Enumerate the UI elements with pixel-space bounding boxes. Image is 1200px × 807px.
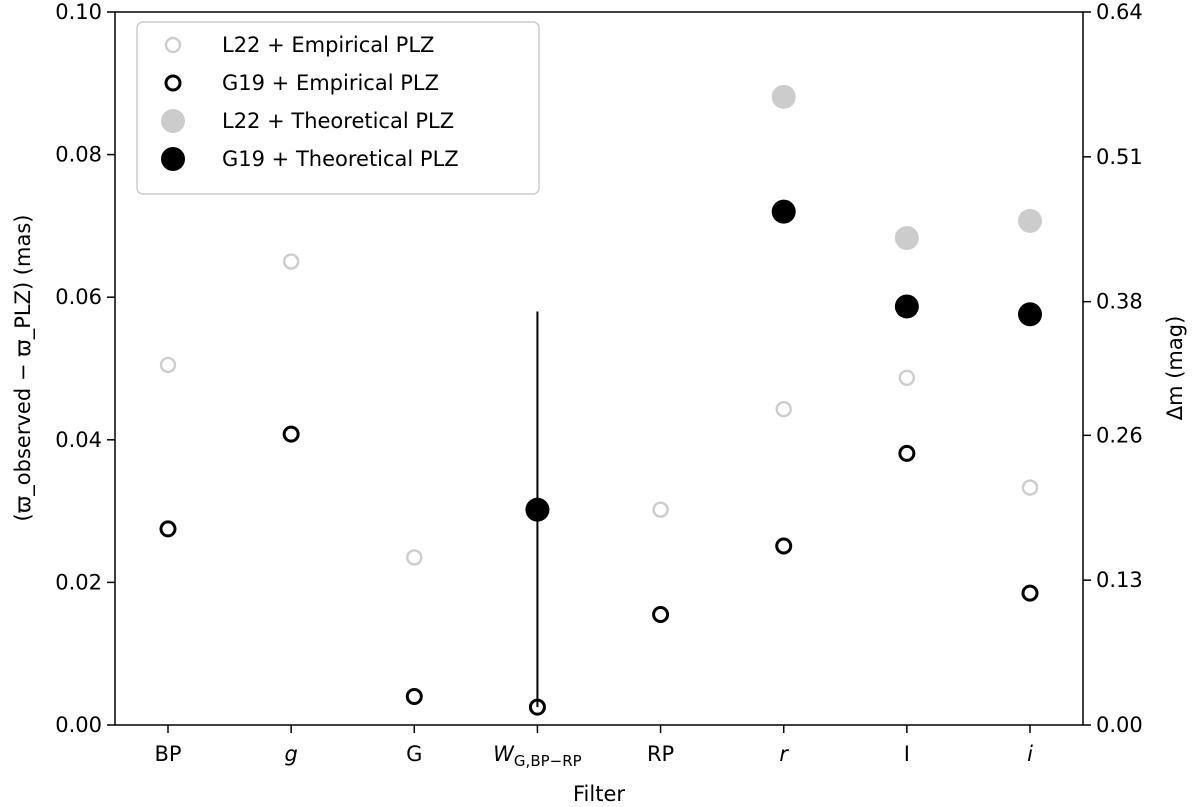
- right-tick-label: 0.51: [1096, 145, 1143, 169]
- data-point: [775, 537, 793, 555]
- legend-marker: [164, 36, 182, 54]
- x-tick-label: BP: [154, 742, 181, 766]
- left-tick-label: 0.00: [55, 713, 102, 737]
- data-point: [525, 497, 550, 522]
- right-tick-label: 0.26: [1096, 423, 1143, 447]
- right-y-axis: 0.00 0.13 0.26 0.38 0.51 0.64: [1083, 0, 1143, 737]
- left-tick-label: 0.02: [55, 570, 102, 594]
- legend-label: G19 + Theoretical PLZ: [222, 147, 459, 171]
- legend-label: L22 + Theoretical PLZ: [222, 109, 454, 133]
- data-point: [898, 369, 916, 386]
- data-point: [894, 294, 919, 319]
- legend-label: G19 + Empirical PLZ: [222, 71, 439, 95]
- x-tick-label: WG,BP−RP: [493, 742, 582, 770]
- x-tick-label: G: [406, 742, 422, 766]
- data-point: [406, 549, 423, 566]
- left-tick-label: 0.06: [55, 285, 102, 309]
- x-tick-label: i: [1027, 742, 1033, 766]
- right-tick-label: 0.64: [1096, 0, 1143, 24]
- x-tick-label: r: [779, 742, 789, 766]
- left-tick-label: 0.08: [55, 143, 102, 167]
- data-point: [898, 444, 916, 462]
- legend-marker: [164, 74, 182, 92]
- left-tick-label: 0.04: [55, 428, 102, 452]
- data-points: [159, 84, 1042, 716]
- data-point: [282, 253, 300, 270]
- legend-marker: [161, 109, 185, 133]
- data-point: [405, 687, 423, 705]
- x-tick-label: RP: [647, 742, 674, 766]
- legend-label: L22 + Empirical PLZ: [222, 33, 434, 57]
- legend-marker: [161, 147, 185, 171]
- data-point: [159, 520, 177, 538]
- left-tick-label: 0.10: [55, 0, 102, 24]
- left-y-axis: 0.00 0.02 0.04 0.06 0.08 0.10: [55, 0, 115, 737]
- right-tick-label: 0.13: [1096, 568, 1143, 592]
- right-tick-label: 0.00: [1096, 713, 1143, 737]
- x-tick-label: g: [284, 742, 297, 766]
- legend: L22 + Empirical PLZ G19 + Empirical PLZ L2…: [136, 21, 540, 195]
- data-point: [652, 605, 670, 623]
- data-point: [1018, 208, 1042, 233]
- x-axis-title: Filter: [573, 782, 625, 806]
- data-point: [159, 356, 177, 374]
- right-tick-label: 0.38: [1096, 290, 1143, 314]
- data-point: [894, 226, 919, 251]
- right-y-axis-title: Δm (mag): [1163, 316, 1187, 421]
- left-y-axis-title: (ϖ_observed − ϖ_PLZ) (mas): [11, 215, 36, 522]
- legend-box: [136, 21, 540, 195]
- data-point: [282, 425, 300, 443]
- data-point: [1021, 584, 1039, 602]
- data-point: [528, 698, 546, 716]
- data-point: [775, 400, 792, 418]
- data-point: [1018, 302, 1042, 327]
- data-point: [652, 501, 669, 518]
- x-tick-label: I: [904, 742, 910, 766]
- data-point: [771, 84, 796, 109]
- data-point: [771, 199, 796, 224]
- data-point: [1021, 479, 1039, 496]
